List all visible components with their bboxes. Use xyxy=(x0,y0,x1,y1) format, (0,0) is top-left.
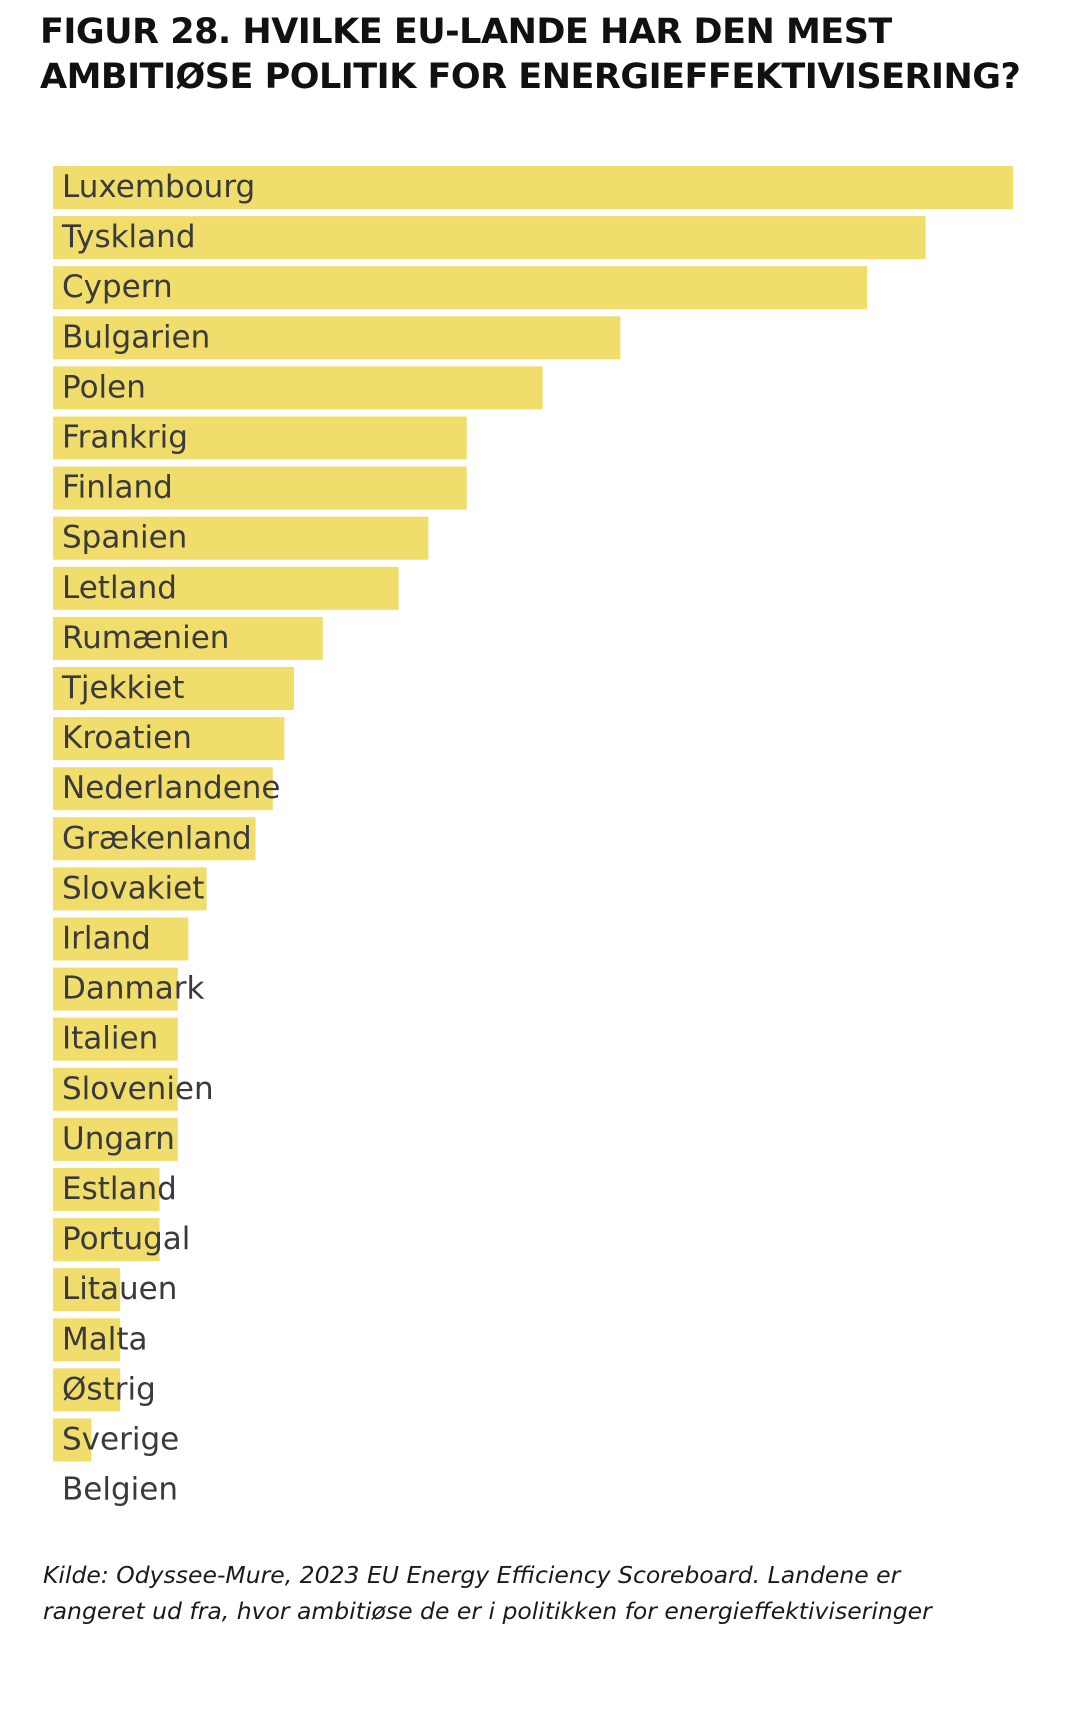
category-label-tyskland: Tyskland xyxy=(61,219,196,255)
bar-estland xyxy=(53,1168,160,1211)
bar-østrig xyxy=(53,1368,121,1412)
category-label-østrig: Østrig xyxy=(62,1371,156,1407)
bar-sverige xyxy=(53,1418,92,1462)
chart-title-line-2: AMBITIØSE POLITIK FOR ENERGIEFFEKTIVISER… xyxy=(40,57,1021,97)
category-label-irland: Irland xyxy=(62,921,151,957)
bar-finland xyxy=(53,466,467,510)
bar-letland xyxy=(53,566,399,610)
category-label-belgien: Belgien xyxy=(62,1472,178,1508)
bar-nederlandene xyxy=(53,767,273,811)
bar-chart: Luxembourg Tyskland Cypern Bulgarien Polen Fr… xyxy=(53,166,1013,1508)
category-label-litauen: Litauen xyxy=(62,1271,177,1307)
category-label-kroatien: Kroatien xyxy=(62,720,192,756)
chart-title: FIGUR 28. HVILKE EU-LANDE HAR DEN MEST A… xyxy=(40,10,1030,100)
bar-polen xyxy=(53,366,543,410)
source-note-line-2: rangeret ud fra, hvor ambitiøse de er i … xyxy=(43,1597,932,1625)
category-label-bulgarien: Bulgarien xyxy=(62,319,210,355)
category-label-rumænien: Rumænien xyxy=(62,620,229,656)
bar-cypern xyxy=(53,266,868,310)
category-label-letland: Letland xyxy=(62,570,177,606)
category-label-grækenland: Grækenland xyxy=(62,820,252,856)
category-label-slovakiet: Slovakiet xyxy=(62,870,204,906)
bar-danmark xyxy=(53,967,178,1011)
category-label-slovenien: Slovenien xyxy=(62,1071,214,1107)
bar-slovenien xyxy=(53,1067,178,1111)
category-label-luxembourg: Luxembourg xyxy=(62,169,255,205)
bar-tyskland xyxy=(53,216,926,260)
category-label-frankrig: Frankrig xyxy=(62,420,188,456)
bar-rumænien xyxy=(53,616,323,660)
source-note: Kilde: Odyssee-Mure, 2023 EU Energy Effi… xyxy=(43,1557,1033,1629)
bar-italien xyxy=(53,1017,178,1061)
category-label-malta: Malta xyxy=(62,1321,148,1357)
category-label-tjekkiet: Tjekkiet xyxy=(61,670,184,706)
category-label-spanien: Spanien xyxy=(62,520,187,556)
category-label-portugal: Portugal xyxy=(62,1221,190,1257)
category-label-polen: Polen xyxy=(62,369,146,405)
source-note-line-1: Kilde: Odyssee-Mure, 2023 EU Energy Effi… xyxy=(43,1561,901,1589)
bar-group xyxy=(53,166,1013,1462)
category-label-ungarn: Ungarn xyxy=(62,1121,175,1157)
category-label-danmark: Danmark xyxy=(62,971,204,1007)
bar-kroatien xyxy=(53,717,285,761)
bar-irland xyxy=(53,917,189,961)
bar-litauen xyxy=(53,1268,121,1312)
chart-title-line-1: FIGUR 28. HVILKE EU-LANDE HAR DEN MEST xyxy=(40,12,892,52)
bar-slovakiet xyxy=(53,867,207,911)
bar-luxembourg xyxy=(53,166,1013,209)
bar-tjekkiet xyxy=(53,667,294,710)
category-label-finland: Finland xyxy=(62,470,173,506)
bar-grækenland xyxy=(53,817,256,861)
bar-ungarn xyxy=(53,1117,178,1161)
category-label-estland: Estland xyxy=(62,1171,177,1207)
category-label-nederlandene: Nederlandene xyxy=(62,770,280,806)
category-label-group: Luxembourg Tyskland Cypern Bulgarien Polen Fr… xyxy=(61,169,280,1508)
bar-portugal xyxy=(53,1218,160,1262)
category-label-cypern: Cypern xyxy=(62,269,173,305)
bar-malta xyxy=(53,1318,121,1362)
bar-frankrig xyxy=(53,416,467,460)
bar-spanien xyxy=(53,516,429,560)
category-label-sverige: Sverige xyxy=(62,1422,179,1458)
bar-bulgarien xyxy=(53,316,621,360)
category-label-italien: Italien xyxy=(62,1021,158,1057)
